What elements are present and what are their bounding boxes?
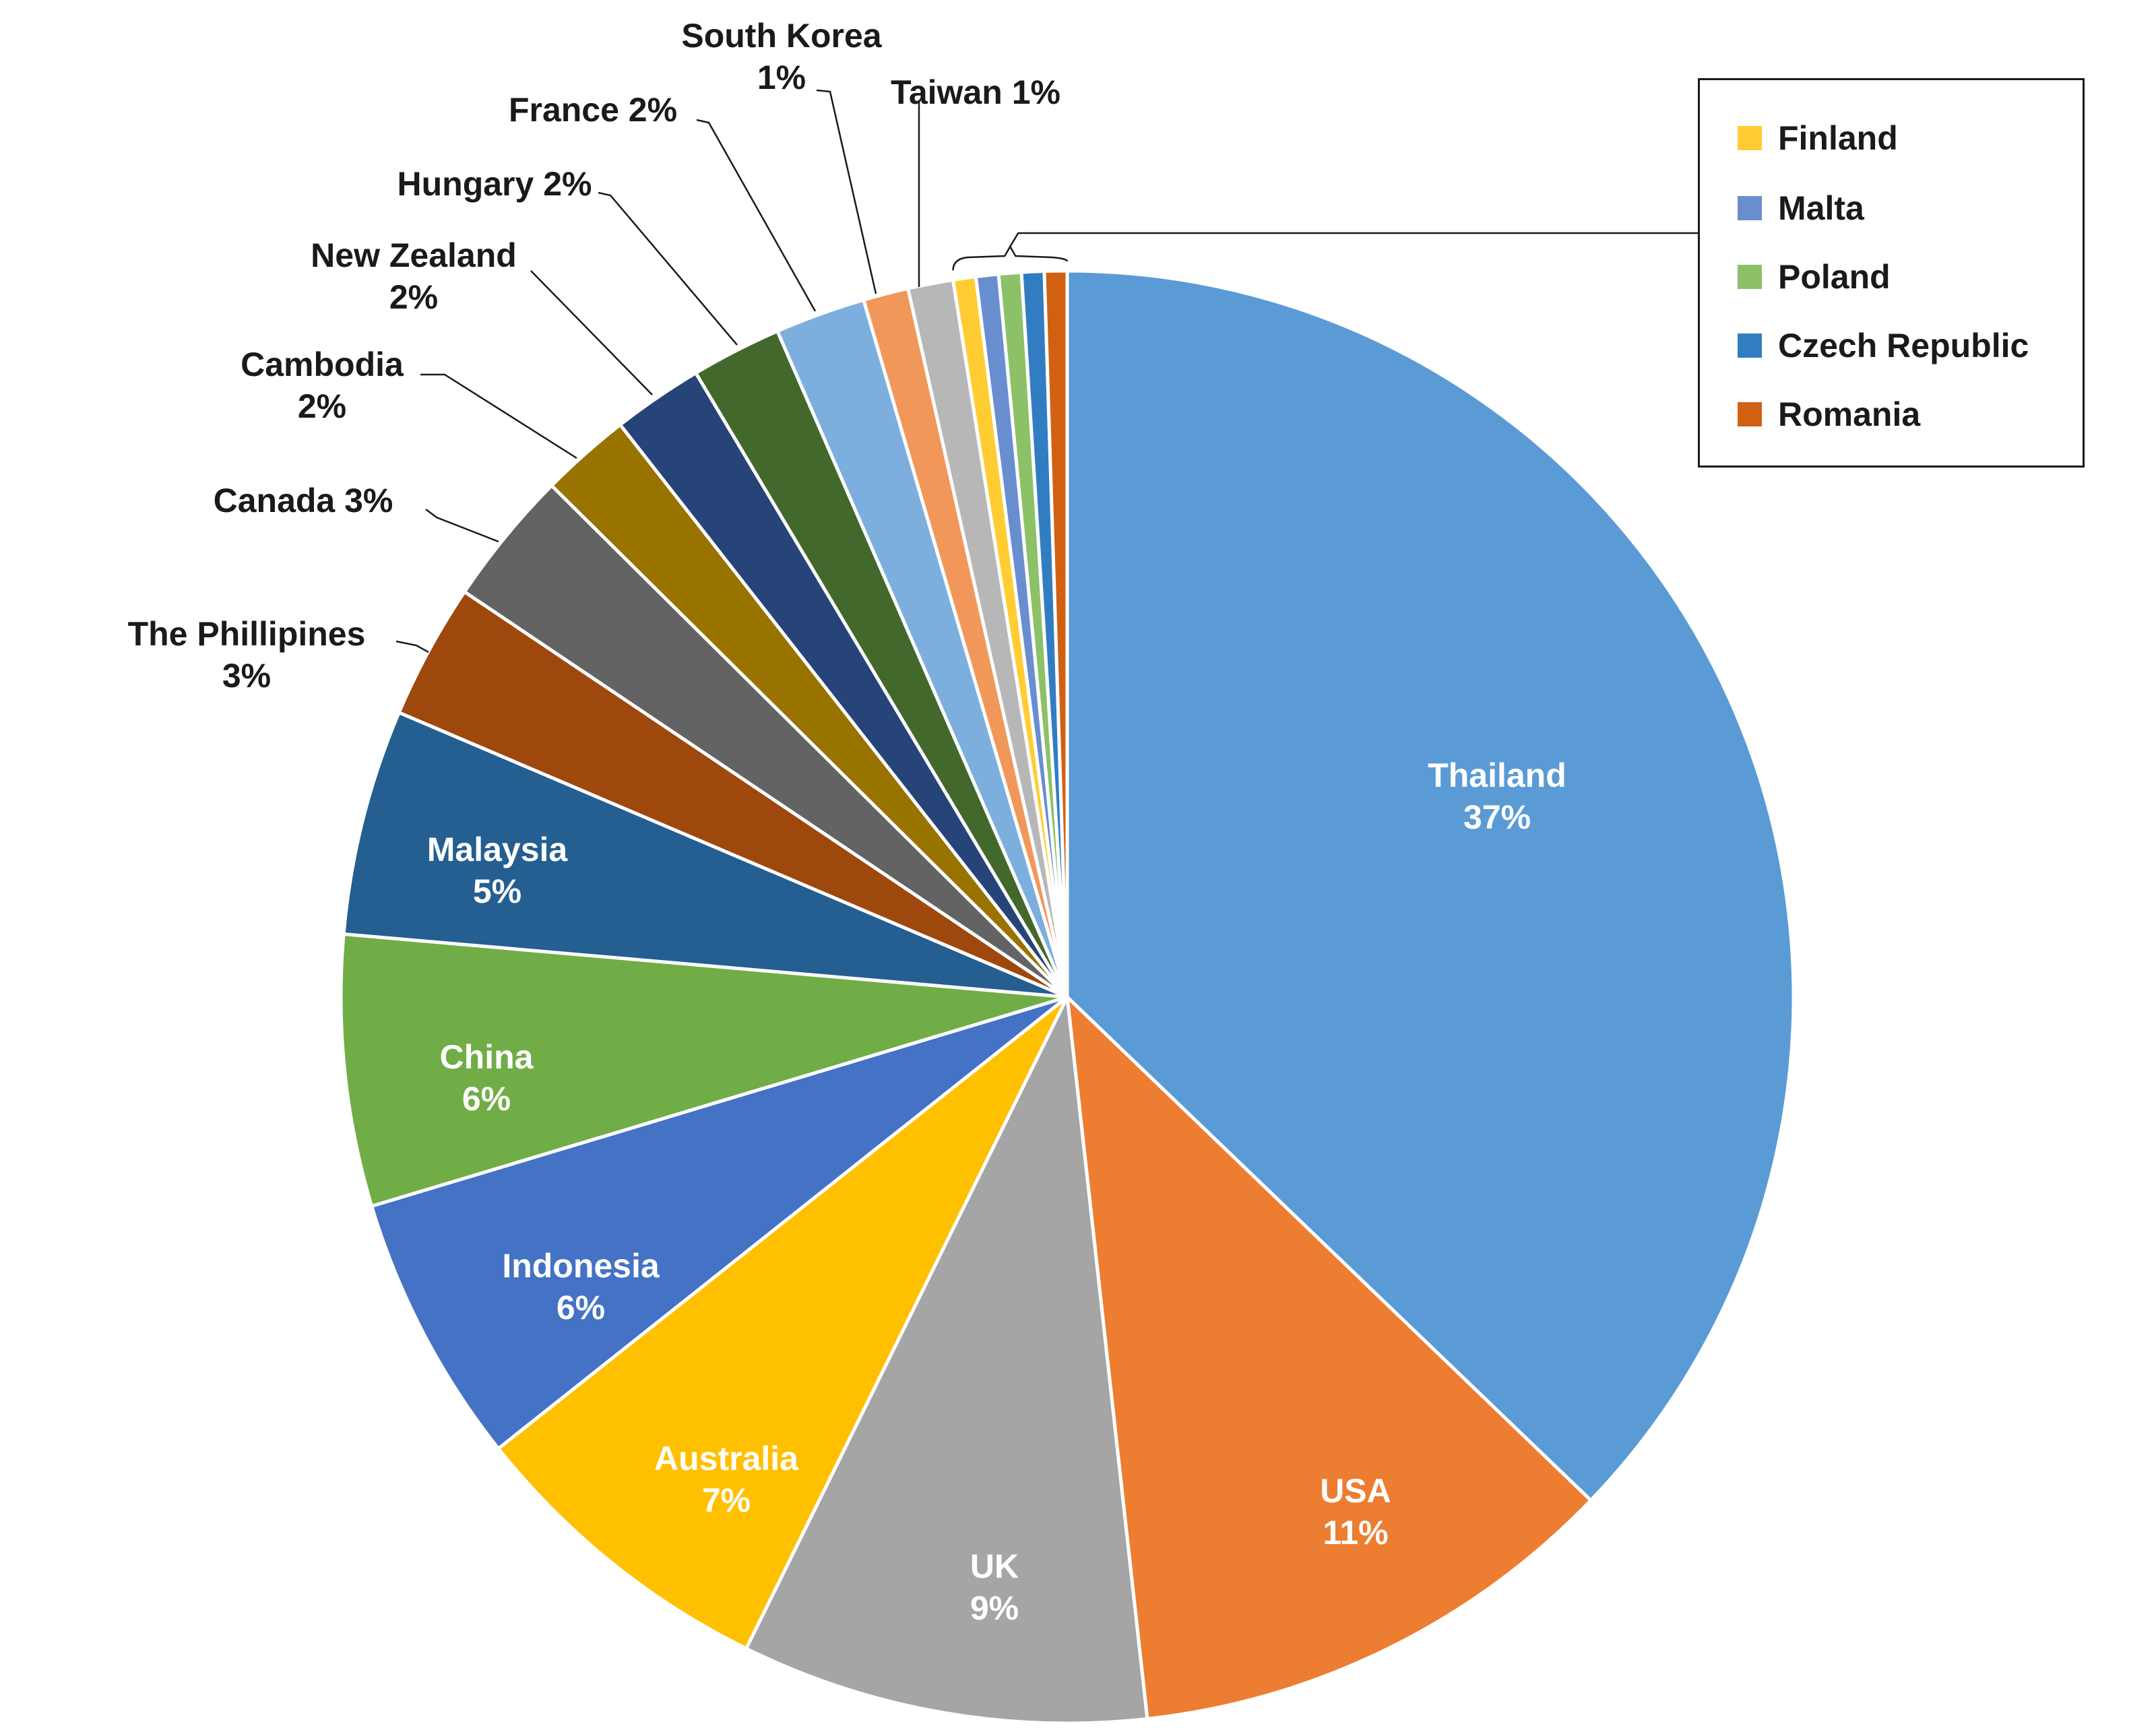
legend-label-romania: Romania: [1778, 395, 1921, 433]
legend-item-czech-republic: Czech Republic: [1738, 325, 2029, 366]
leader-line-cambodia: [420, 373, 577, 459]
legend-swatch-poland: [1738, 265, 1762, 289]
data-label-hungary: Hungary 2%: [398, 165, 592, 203]
pie-slice-australia: [497, 995, 1069, 1651]
data-label-indonesia-name: Indonesia: [502, 1247, 660, 1285]
data-label-canada: Canada 3%: [214, 482, 393, 519]
legend-swatch-romania: [1738, 402, 1762, 426]
legend-label-czech-republic: Czech Republic: [1778, 327, 2029, 364]
legend-label-finland: Finland: [1778, 119, 1898, 157]
pie-slice-malaysia: [342, 711, 1069, 999]
data-label-uk-value: 9%: [970, 1589, 1019, 1627]
leader-line-canada: [425, 509, 499, 543]
data-label-south-korea-value: 1%: [757, 59, 806, 96]
pie-slice-indonesia: [370, 995, 1069, 1450]
leader-line-south-korea: [816, 89, 877, 294]
data-label-new-zealand-name: New Zealand: [311, 236, 517, 274]
data-label-indonesia-value: 6%: [557, 1289, 605, 1326]
data-label-thailand-value: 37%: [1463, 798, 1531, 836]
data-label-australia-name: Australia: [654, 1440, 799, 1477]
pie-slice-usa: [1065, 995, 1593, 1721]
legend-item-finland: Finland: [1738, 118, 1898, 158]
leader-line-france: [696, 119, 817, 312]
data-label-taiwan: Taiwan 1%: [891, 73, 1060, 111]
data-label-uk-name: UK: [970, 1547, 1019, 1585]
pie-slice-thailand: [1065, 269, 1796, 1502]
data-label-china-name: China: [440, 1038, 534, 1076]
leader-line-hungary: [598, 191, 738, 346]
legend-swatch-czech-republic: [1738, 333, 1762, 358]
data-label-new-zealand-value: 2%: [389, 278, 438, 316]
data-label-china-value: 6%: [462, 1080, 511, 1118]
legend-item-poland: Poland: [1738, 257, 1891, 297]
legend-item-romania: Romania: [1738, 394, 1920, 435]
legend-connector-line: [1009, 232, 1698, 247]
data-label-thailand-name: Thailand: [1428, 757, 1566, 794]
legend-swatch-finland: [1738, 126, 1762, 150]
pie-slice-romania: [1042, 269, 1069, 999]
pie-slice-uk: [744, 995, 1149, 1725]
data-label-australia-value: 7%: [702, 1481, 751, 1519]
data-label-cambodia-value: 2%: [298, 387, 346, 425]
legend-item-malta: Malta: [1738, 188, 1864, 228]
data-label-south-korea-name: South Korea: [681, 17, 882, 55]
data-label-france: France 2%: [509, 91, 677, 129]
legend-label-poland: Poland: [1778, 258, 1891, 296]
legend-swatch-malta: [1738, 196, 1762, 220]
data-label-usa-name: USA: [1320, 1472, 1391, 1510]
small-slices-bracket: [952, 245, 1069, 271]
leader-line-new-zealand: [530, 270, 653, 395]
pie-slice-china: [339, 932, 1069, 1208]
chart-legend: Finland Malta Poland Czech Republic Roma…: [1698, 78, 2085, 468]
data-label-cambodia-name: Cambodia: [241, 346, 404, 383]
data-label-the-phillipines-name: The Phillipines: [128, 615, 366, 653]
data-label-usa-value: 11%: [1323, 1514, 1388, 1551]
data-label-malaysia-value: 5%: [473, 872, 521, 910]
data-label-the-phillipines-value: 3%: [222, 657, 271, 695]
leader-line-the-phillipines: [395, 640, 429, 653]
legend-label-malta: Malta: [1778, 189, 1864, 227]
data-label-malaysia-name: Malaysia: [427, 831, 569, 868]
